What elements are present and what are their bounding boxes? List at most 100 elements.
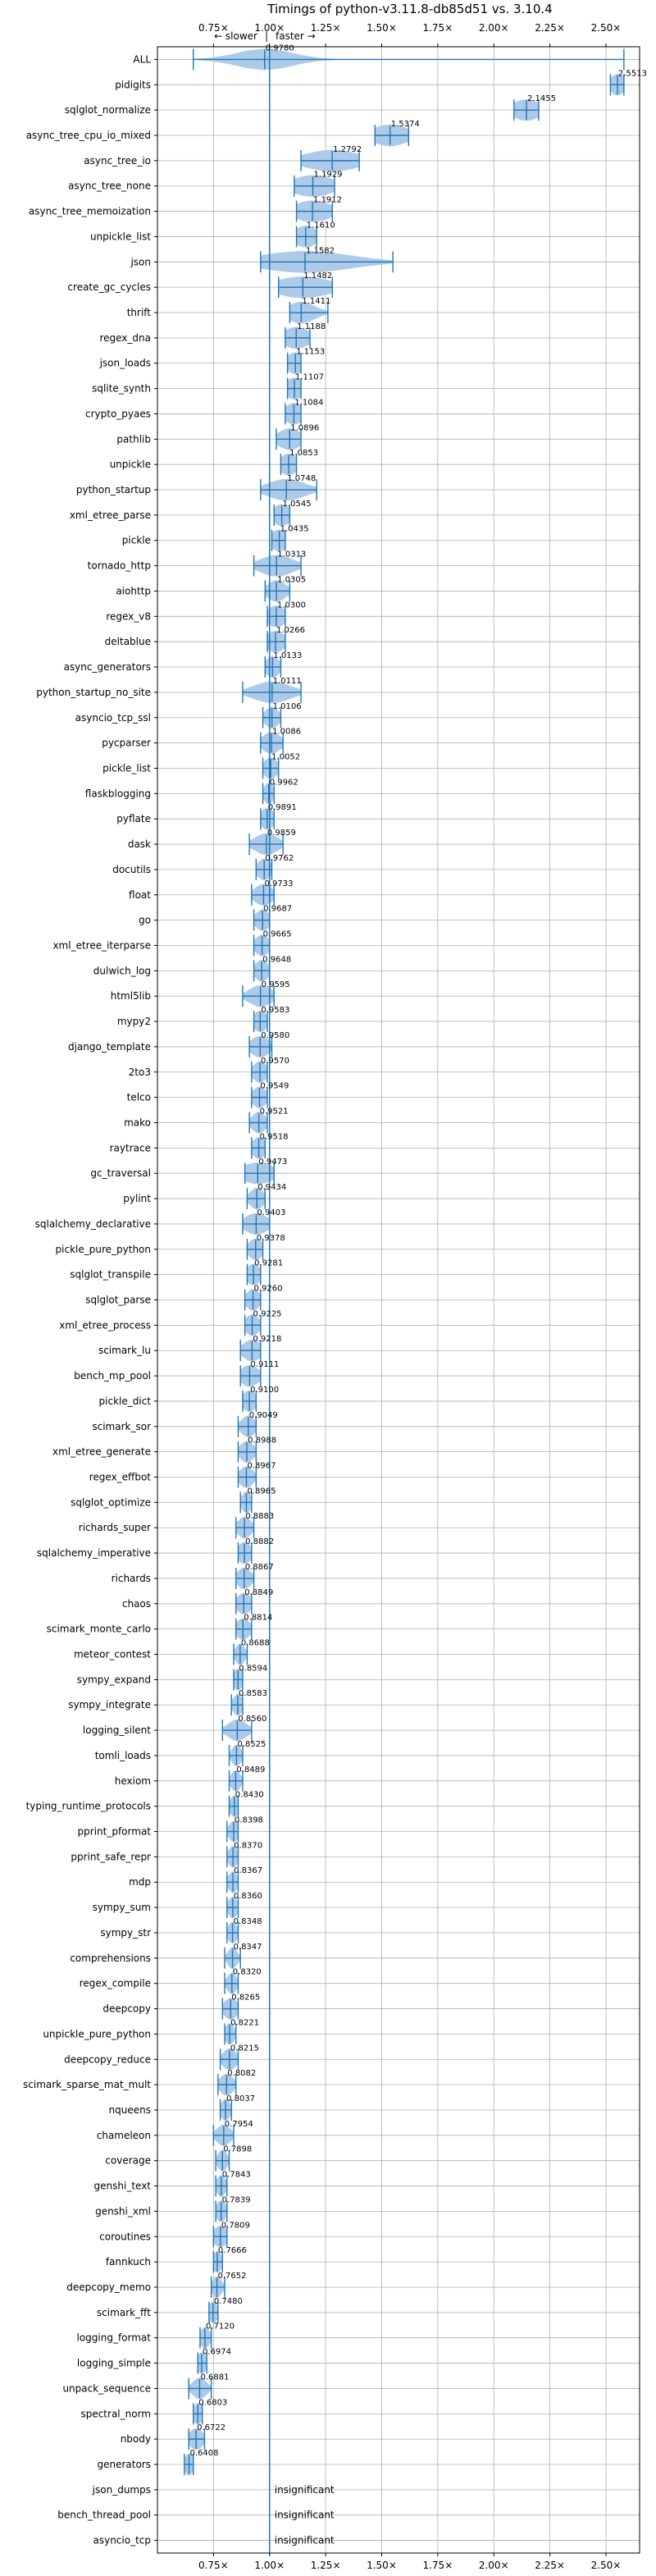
category-label: sqlite_synth <box>92 383 151 395</box>
value-label: 0.8221 <box>230 2018 259 2027</box>
category-label: comprehensions <box>70 1953 151 1964</box>
value-label: 0.9549 <box>260 1082 289 1091</box>
value-label: 1.0300 <box>277 601 306 610</box>
value-label: 0.8867 <box>245 1563 274 1572</box>
value-label: 1.1482 <box>303 272 332 281</box>
value-label: 1.0106 <box>273 702 302 711</box>
category-label: sqlalchemy_declarative <box>35 1218 151 1230</box>
value-label: 0.8215 <box>230 2044 259 2053</box>
value-label: 0.8583 <box>239 1689 267 1698</box>
category-label: chameleon <box>97 2130 151 2141</box>
category-label: deepcopy_reduce <box>64 2053 151 2065</box>
category-label: richards <box>112 1573 151 1584</box>
category-label: unpickle_list <box>90 231 151 242</box>
category-label: json_loads <box>99 358 151 369</box>
value-label: 0.8082 <box>227 2069 256 2078</box>
value-label: 0.9962 <box>270 778 298 787</box>
x-tick-label-top: 1.25× <box>311 22 341 34</box>
category-label: django_template <box>68 1041 151 1053</box>
x-tick-label-top: 2.00× <box>479 22 509 34</box>
value-label: 0.9580 <box>261 1031 289 1040</box>
value-label: 0.8967 <box>247 1462 276 1471</box>
value-label: 0.6881 <box>200 2373 229 2382</box>
value-label: 0.9473 <box>258 1158 287 1167</box>
category-label: spectral_norm <box>80 2408 151 2419</box>
value-label: 1.0086 <box>272 728 301 737</box>
category-label: richards_super <box>79 1522 151 1533</box>
category-label: logging_simple <box>77 2358 151 2369</box>
value-label: 0.9111 <box>250 1360 279 1369</box>
value-label: 2.1455 <box>527 94 556 103</box>
category-label: regex_dna <box>99 332 151 344</box>
value-label: 0.7480 <box>214 2297 243 2306</box>
category-label: xml_etree_generate <box>52 1446 151 1458</box>
category-label: gc_traversal <box>90 1167 151 1179</box>
value-label: 0.8037 <box>226 2094 255 2103</box>
category-label: pickle_list <box>102 762 151 774</box>
value-label: 1.0896 <box>290 423 319 432</box>
faster-annotation: faster → <box>276 30 316 42</box>
value-label: 2.5513 <box>618 69 647 78</box>
value-label: 0.8430 <box>235 1791 264 1800</box>
category-label: async_tree_cpu_io_mixed <box>26 130 151 141</box>
category-label: unpack_sequence <box>62 2382 151 2394</box>
value-label: 0.9281 <box>254 1259 283 1268</box>
value-labels: 0.9780 2.5513 2.1455 1.5374 1.2792 1.1929 1.19… <box>190 43 647 2546</box>
category-label: regex_v8 <box>106 610 151 622</box>
category-label: pprint_safe_repr <box>71 1851 151 1862</box>
category-label: python_startup <box>76 484 151 496</box>
insignificant-label: insignificant <box>275 2535 335 2546</box>
x-axis-ticks: 0.75× 0.75× 1.00× 1.00× 1.25× 1.25× 1.50× 1.50×… <box>198 22 621 2571</box>
category-label: pickle <box>122 535 151 546</box>
value-label: 0.8367 <box>234 1866 262 1875</box>
category-label: json_dumps <box>92 2484 151 2496</box>
value-label: 0.7839 <box>222 2195 251 2204</box>
value-label: 0.7666 <box>218 2246 247 2255</box>
speed-annotation: ← slower | faster → <box>214 30 316 42</box>
category-label: python_startup_no_site <box>36 687 151 698</box>
value-label: 0.8489 <box>236 1765 265 1774</box>
value-label: 0.9570 <box>261 1057 289 1066</box>
value-label: 0.8560 <box>238 1715 266 1724</box>
category-label: pyflate <box>116 813 151 824</box>
value-label: 0.9687 <box>263 905 292 914</box>
category-label: tomli_loads <box>95 1750 151 1761</box>
category-label: sympy_str <box>100 1927 151 1939</box>
value-label: 0.9859 <box>267 829 296 838</box>
insignificant-label: insignificant <box>275 2510 335 2521</box>
category-label: scimark_fft <box>97 2307 151 2318</box>
category-label: ALL <box>133 53 151 65</box>
value-label: 0.9521 <box>260 1107 289 1116</box>
category-label: go <box>139 915 151 926</box>
value-label: 0.6974 <box>203 2348 231 2357</box>
x-tick-label-bottom: 2.25× <box>535 2560 565 2571</box>
category-label: mako <box>124 1117 151 1128</box>
value-label: 0.9434 <box>257 1183 286 1192</box>
value-label: 0.9260 <box>254 1285 283 1294</box>
category-label: dask <box>128 838 151 850</box>
value-label: 0.9218 <box>253 1335 281 1344</box>
x-tick-label-bottom: 2.00× <box>479 2560 509 2571</box>
category-label: mypy2 <box>117 1016 151 1027</box>
x-tick-label-bottom: 1.25× <box>311 2560 341 2571</box>
value-label: 0.8370 <box>234 1841 262 1850</box>
value-label: 0.8398 <box>235 1816 263 1825</box>
x-tick-label-top: 1.50× <box>367 22 397 34</box>
category-label: genshi_text <box>94 2181 152 2192</box>
value-label: 1.0748 <box>287 474 316 483</box>
category-label: pidigits <box>115 79 151 90</box>
x-tick-label-top: 1.00× <box>254 22 285 34</box>
category-label: pprint_pformat <box>78 1826 152 1838</box>
category-label: generators <box>97 2459 151 2470</box>
value-label: 0.8688 <box>241 1639 270 1648</box>
x-tick-label-bottom: 1.00× <box>254 2560 285 2571</box>
category-label: raytrace <box>110 1142 151 1153</box>
value-label: 0.8594 <box>239 1664 267 1673</box>
category-label: 2to3 <box>129 1066 151 1078</box>
x-tick-label-bottom: 1.50× <box>367 2560 397 2571</box>
category-label: pycparser <box>102 738 151 749</box>
category-label: async_tree_none <box>68 180 151 192</box>
value-label: 0.8882 <box>245 1537 274 1546</box>
category-label: genshi_xml <box>95 2205 151 2217</box>
